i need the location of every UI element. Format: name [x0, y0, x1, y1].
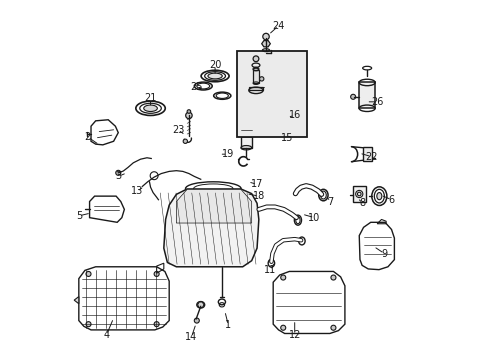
Text: 9: 9 — [381, 248, 386, 258]
Circle shape — [259, 77, 264, 81]
Bar — [241, 119, 251, 148]
Circle shape — [194, 318, 199, 323]
Circle shape — [116, 170, 121, 175]
Text: 11: 11 — [264, 265, 276, 275]
Text: 23: 23 — [172, 125, 184, 135]
Polygon shape — [74, 297, 79, 304]
Text: 15: 15 — [280, 133, 292, 143]
Polygon shape — [163, 189, 258, 267]
Circle shape — [86, 271, 91, 276]
Ellipse shape — [207, 73, 222, 79]
Circle shape — [154, 271, 159, 276]
Text: 2: 2 — [84, 132, 91, 142]
Circle shape — [280, 325, 285, 330]
Text: 20: 20 — [208, 60, 221, 70]
Text: 26: 26 — [370, 97, 383, 107]
Text: 16: 16 — [288, 111, 300, 121]
Text: 4: 4 — [103, 330, 109, 340]
Text: 17: 17 — [250, 179, 263, 189]
Text: 19: 19 — [221, 149, 233, 159]
Circle shape — [185, 112, 192, 119]
Text: 12: 12 — [288, 330, 300, 340]
Bar — [362, 147, 371, 161]
Circle shape — [187, 110, 190, 113]
Ellipse shape — [143, 105, 157, 112]
Polygon shape — [261, 41, 270, 47]
Text: 8: 8 — [359, 198, 365, 208]
Text: 5: 5 — [76, 211, 82, 221]
Circle shape — [86, 321, 91, 327]
Bar — [352, 186, 365, 202]
Polygon shape — [176, 189, 251, 223]
Circle shape — [154, 321, 159, 327]
Circle shape — [330, 275, 335, 280]
Text: 13: 13 — [130, 186, 143, 197]
Text: 3: 3 — [115, 171, 121, 181]
Circle shape — [262, 33, 269, 40]
Circle shape — [280, 275, 285, 280]
Text: 10: 10 — [307, 213, 320, 222]
Circle shape — [350, 94, 355, 99]
Polygon shape — [248, 87, 263, 90]
Text: 1: 1 — [225, 320, 231, 330]
Circle shape — [253, 56, 258, 62]
Text: 21: 21 — [144, 93, 157, 103]
Text: 24: 24 — [272, 21, 284, 31]
Bar — [253, 69, 258, 83]
Bar — [359, 82, 375, 108]
Bar — [237, 51, 306, 137]
Polygon shape — [197, 302, 203, 307]
Circle shape — [330, 325, 335, 330]
Ellipse shape — [376, 193, 381, 200]
Text: 18: 18 — [252, 191, 264, 201]
Text: 6: 6 — [387, 195, 394, 205]
Circle shape — [183, 139, 187, 143]
Text: 25: 25 — [189, 82, 202, 93]
Text: 7: 7 — [327, 197, 333, 207]
Text: 22: 22 — [365, 152, 377, 162]
Text: 14: 14 — [185, 332, 197, 342]
